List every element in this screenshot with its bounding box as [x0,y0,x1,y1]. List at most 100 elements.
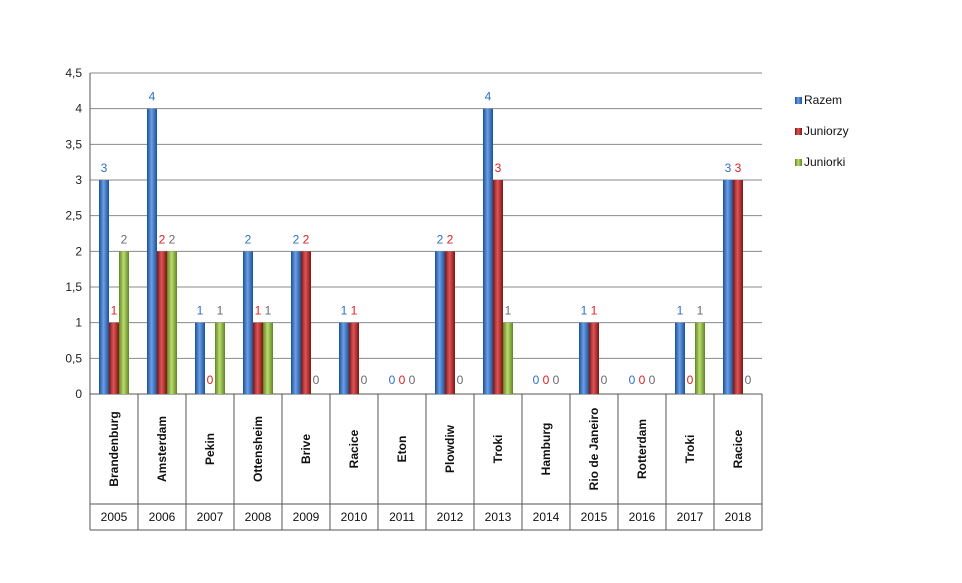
year-label: 2005 [101,510,128,524]
data-label: 0 [361,373,368,387]
category-label: Eton [395,436,409,463]
year-label: 2009 [293,510,320,524]
data-label: 0 [533,373,540,387]
data-label: 1 [217,304,224,318]
data-label: 0 [745,373,752,387]
y-tick-label: 1,5 [65,280,82,294]
data-label: 0 [687,373,694,387]
data-label: 3 [495,161,502,175]
legend-swatch-razem [795,97,802,104]
data-label: 1 [255,304,262,318]
y-tick-label: 2 [75,244,82,258]
data-label: 0 [389,373,396,387]
data-label: 0 [629,373,636,387]
data-label: 2 [169,232,176,246]
y-tick-label: 0,5 [65,351,82,365]
bar-juniorzy [253,322,263,394]
bar-razem [675,322,685,394]
data-label: 3 [101,161,108,175]
data-label: 1 [341,304,348,318]
data-label: 0 [639,373,646,387]
bar-razem [147,108,157,395]
category-label: Pekin [203,433,217,465]
year-label: 2010 [341,510,368,524]
bar-juniorzy [301,251,311,394]
year-label: 2007 [197,510,224,524]
year-label: 2018 [725,510,752,524]
bar-juniorzy [733,180,743,394]
data-label: 0 [457,373,464,387]
data-label: 0 [409,373,416,387]
y-tick-label: 1 [75,316,82,330]
bar-juniorki [167,251,177,394]
bar-juniorki [695,322,705,394]
data-label: 1 [265,304,272,318]
data-label: 2 [159,232,166,246]
y-tick-label: 2,5 [65,209,82,223]
bar-razem [99,180,109,394]
data-label: 1 [697,304,704,318]
bar-razem [483,108,493,395]
year-label: 2016 [629,510,656,524]
data-label: 4 [485,90,492,104]
legend-swatch-juniorzy [795,128,802,135]
data-label: 2 [121,232,128,246]
bar-razem [339,322,349,394]
data-label: 2 [245,232,252,246]
data-label: 1 [581,304,588,318]
category-label: Brandenburg [107,411,121,486]
data-label: 0 [649,373,656,387]
y-tick-label: 3,5 [65,137,82,151]
bar-juniorki [503,322,513,394]
bar-juniorzy [445,251,455,394]
category-label: Rio de Janeiro [587,408,601,491]
bar-razem [435,251,445,394]
legend-label: Juniorki [804,155,845,169]
bar-razem [723,180,733,394]
category-label: Brive [299,434,313,464]
year-label: 2013 [485,510,512,524]
legend-swatch-juniorki [795,159,802,166]
category-label: Troki [491,435,505,464]
data-label: 3 [735,161,742,175]
data-label: 0 [543,373,550,387]
legend-label: Razem [804,93,842,107]
bar-juniorzy [109,322,119,394]
data-label: 0 [553,373,560,387]
data-label: 0 [601,373,608,387]
bar-razem [579,322,589,394]
category-label: Racice [347,429,361,468]
data-label: 3 [725,161,732,175]
bar-razem [291,251,301,394]
bar-juniorki [119,251,129,394]
legend-label: Juniorzy [804,124,849,138]
category-label: Troki [683,435,697,464]
data-label: 4 [149,90,156,104]
year-label: 2015 [581,510,608,524]
category-label: Amsterdam [155,416,169,482]
bar-razem [195,322,205,394]
data-label: 2 [293,232,300,246]
category-label: Hamburg [539,423,553,476]
year-label: 2014 [533,510,560,524]
data-label: 1 [197,304,204,318]
y-tick-label: 4 [75,102,82,116]
bar-juniorki [263,322,273,394]
category-label: Racice [731,429,745,468]
data-label: 0 [207,373,214,387]
year-label: 2012 [437,510,464,524]
data-label: 1 [677,304,684,318]
data-label: 1 [505,304,512,318]
bar-juniorzy [493,180,503,394]
y-tick-label: 3 [75,173,82,187]
data-label: 0 [399,373,406,387]
year-label: 2011 [389,510,415,524]
y-tick-label: 4,5 [65,66,82,80]
year-label: 2017 [677,510,704,524]
data-label: 2 [447,232,454,246]
data-label: 1 [591,304,598,318]
data-label: 1 [351,304,358,318]
bar-razem [243,251,253,394]
